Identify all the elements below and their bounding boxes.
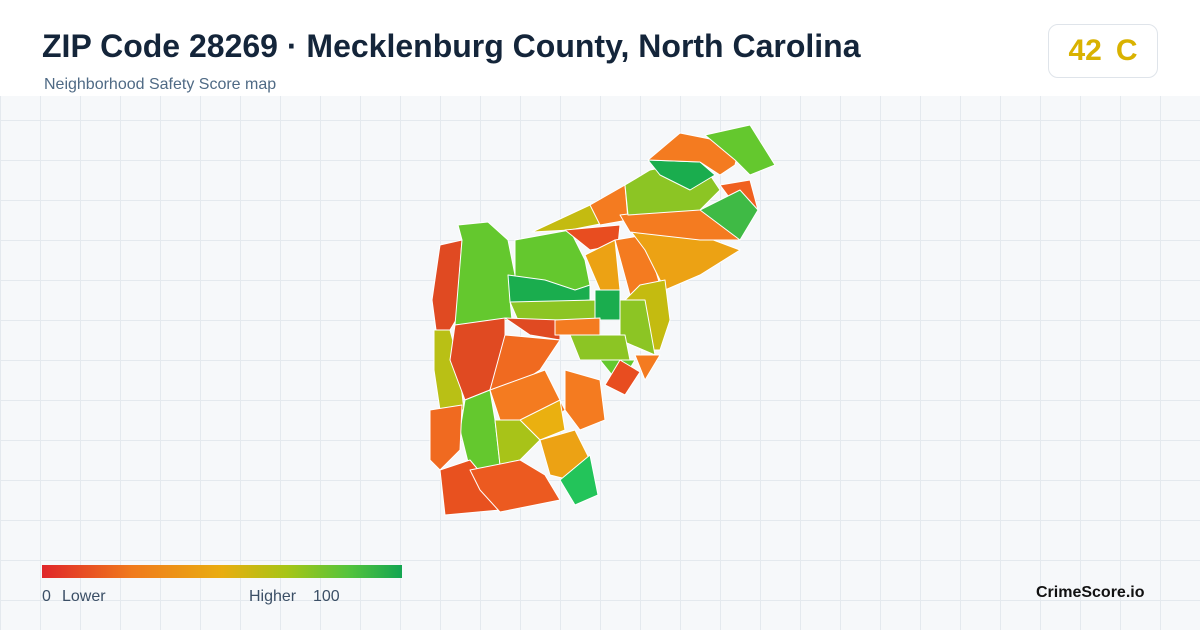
area: [494, 419, 541, 466]
brand: CrimeScore.io: [1036, 584, 1145, 601]
subtitle: Neighborhood Safety Score map: [44, 76, 277, 93]
area: [454, 221, 516, 326]
legend-max-label: Higher: [249, 588, 297, 605]
area: [429, 404, 463, 471]
area: [554, 317, 601, 336]
score-grade: C: [1115, 34, 1138, 67]
title: ZIP Code 28269 · Mecklenburg County, Nor…: [42, 28, 861, 64]
legend-min: 0: [42, 588, 51, 605]
area: [594, 289, 621, 321]
area: [469, 459, 561, 513]
score-value: 42: [1068, 34, 1102, 67]
neighborhoods: [429, 124, 776, 516]
background-grid: [0, 96, 1200, 630]
header: ZIP Code 28269 · Mecklenburg County, Nor…: [0, 0, 1200, 96]
area: [564, 369, 606, 431]
area: [704, 124, 776, 176]
area: [604, 359, 641, 396]
score-badge: 42 C: [1048, 24, 1158, 78]
legend-gradient: [42, 565, 402, 578]
legend-min-label: Lower: [62, 588, 106, 605]
area: [699, 189, 759, 241]
area: [559, 454, 599, 506]
legend-max: 100: [313, 588, 340, 605]
area: [634, 354, 661, 381]
area: [569, 334, 631, 361]
